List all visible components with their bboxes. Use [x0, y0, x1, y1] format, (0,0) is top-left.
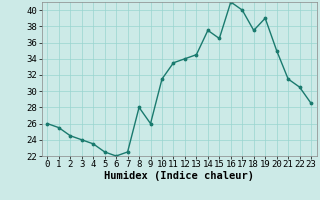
X-axis label: Humidex (Indice chaleur): Humidex (Indice chaleur) — [104, 171, 254, 181]
